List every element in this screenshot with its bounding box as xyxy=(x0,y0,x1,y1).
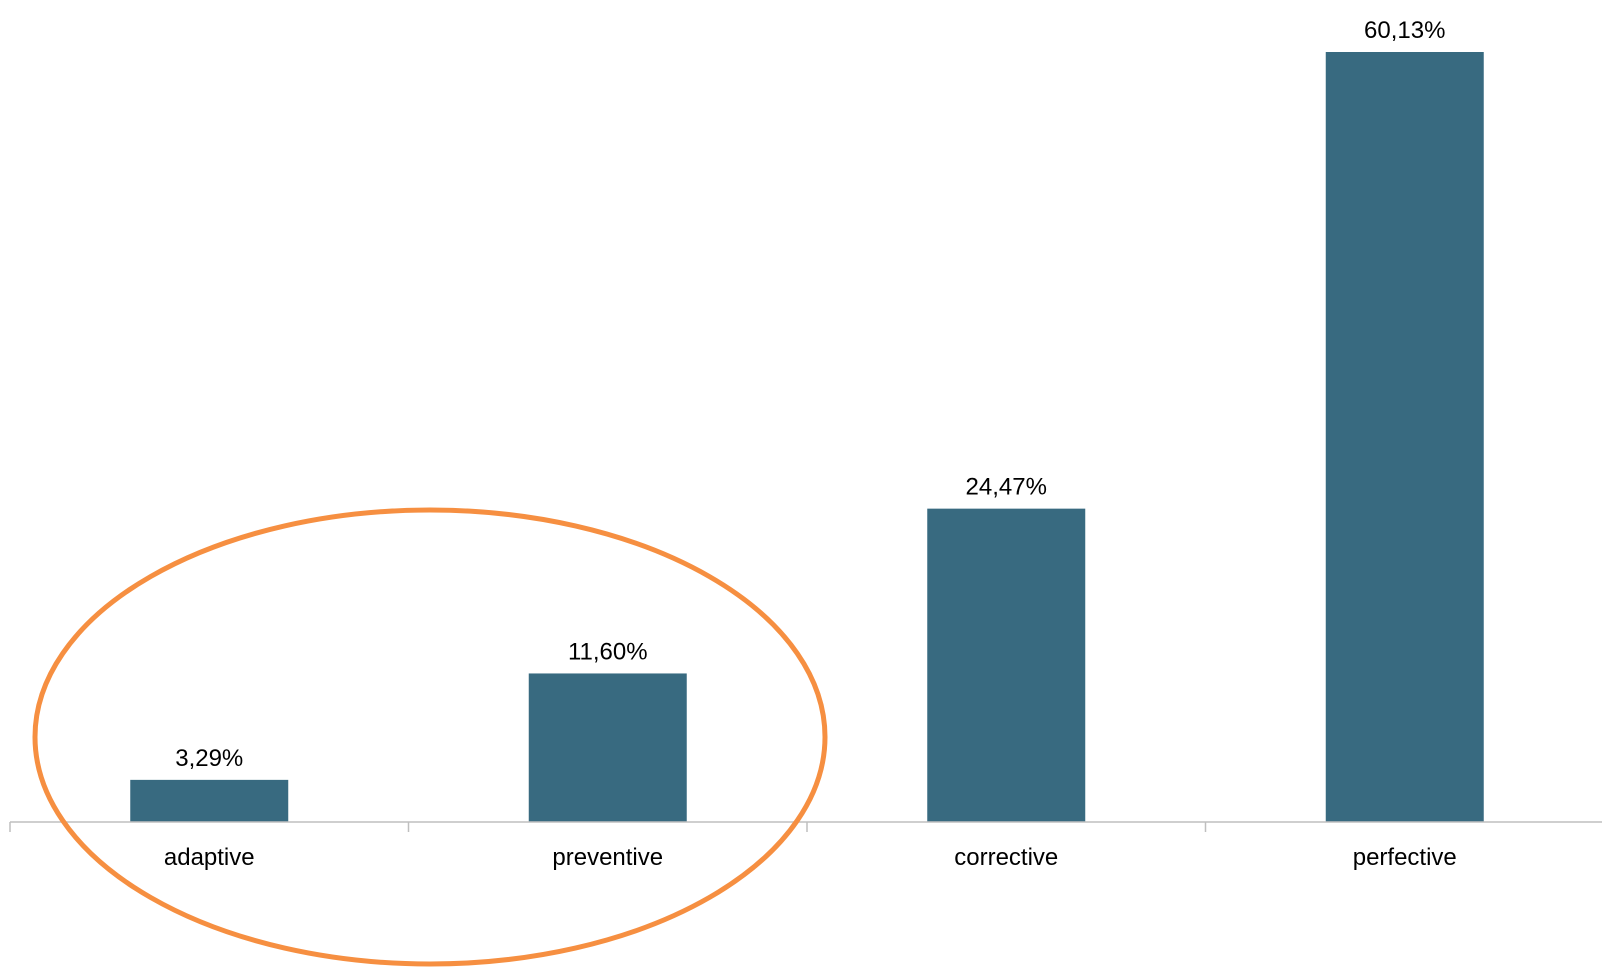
bar-preventive xyxy=(528,673,687,822)
x-axis xyxy=(9,821,1602,832)
bars-group xyxy=(130,52,1484,822)
x-tick-label-adaptive: adaptive xyxy=(164,844,255,871)
value-labels-group: 3,29% 11,60% 24,47% 60,13% xyxy=(175,17,1445,772)
data-label-corrective: 24,47% xyxy=(966,474,1047,501)
x-tick-label-preventive: preventive xyxy=(552,844,663,871)
data-label-adaptive: 3,29% xyxy=(175,745,243,772)
bar-corrective xyxy=(927,508,1086,822)
data-label-preventive: 11,60% xyxy=(568,638,648,665)
data-label-perfective: 60,13% xyxy=(1364,17,1445,44)
highlight-ellipse xyxy=(32,507,828,967)
x-tick-label-corrective: corrective xyxy=(954,844,1058,871)
x-tick-label-perfective: perfective xyxy=(1353,844,1457,871)
x-tick-labels-group: adaptive preventive corrective perfective xyxy=(164,844,1457,871)
bar-adaptive xyxy=(130,779,289,822)
bar-perfective xyxy=(1325,52,1484,822)
